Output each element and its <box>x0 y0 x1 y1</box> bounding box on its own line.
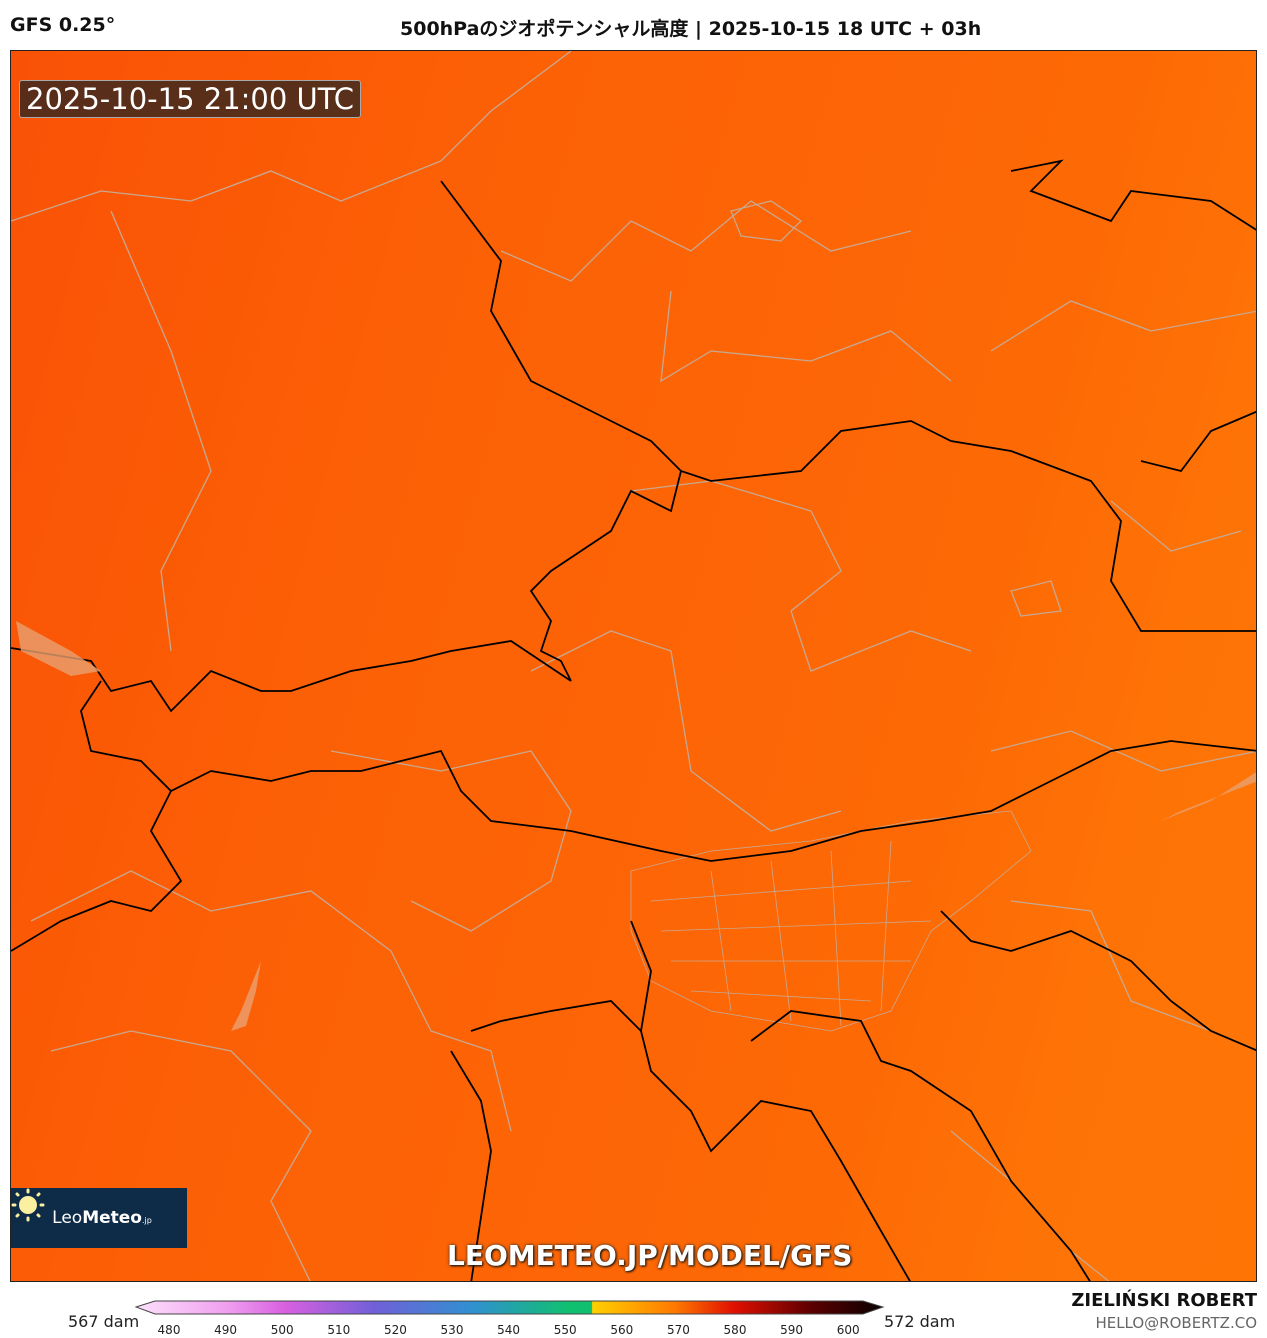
district-borders <box>630 810 1032 1032</box>
colorbar-tick-label: 490 <box>214 1323 238 1337</box>
colorbar <box>135 1300 885 1315</box>
author-credit: ZIELIŃSKI ROBERT <box>1071 1290 1257 1311</box>
colorbar-tick-label: 540 <box>497 1323 521 1337</box>
map-panel[interactable]: 2025-10-15 21:00 UTC LeoMeteo.jp LEOMETE… <box>10 50 1257 1282</box>
colorbar-tick-label: 530 <box>440 1323 464 1337</box>
border-lines <box>11 51 1256 1281</box>
colorbar-tick-label: 580 <box>723 1323 747 1337</box>
min-value-label: 567 dam <box>68 1312 140 1331</box>
leometeo-logo[interactable]: LeoMeteo.jp <box>11 1188 187 1248</box>
colorbar-tick-label: 560 <box>610 1323 634 1337</box>
logo-text-bold: Meteo <box>82 1208 142 1228</box>
logo-suffix: .jp <box>142 1216 152 1225</box>
logo-text-light: Leo <box>52 1208 83 1228</box>
chart-title: 500hPaのジオポテンシャル高度 | 2025-10-15 18 UTC + … <box>400 18 982 40</box>
colorbar-tick-label: 550 <box>553 1323 577 1337</box>
colorbar-tick-label: 600 <box>836 1323 860 1337</box>
watermark-url: LEOMETEO.JP/MODEL/GFS <box>447 1239 853 1272</box>
sun-icon <box>11 1188 45 1222</box>
regional-borders <box>11 51 1256 1281</box>
valid-time-badge: 2025-10-15 21:00 UTC <box>19 80 362 118</box>
country-borders <box>11 159 1256 1281</box>
colorbar-tick-label: 500 <box>270 1323 294 1337</box>
colorbar-tick-label: 590 <box>780 1323 804 1337</box>
colorbar-tick-label: 480 <box>157 1323 181 1337</box>
max-value-label: 572 dam <box>884 1312 956 1331</box>
colorbar-tick-label: 520 <box>383 1323 407 1337</box>
colorbar-tick-label: 510 <box>327 1323 351 1337</box>
colorbar-tick-label: 570 <box>666 1323 690 1337</box>
model-name: GFS 0.25° <box>10 14 116 36</box>
author-email[interactable]: HELLO@ROBERTZ.CO <box>1095 1314 1257 1332</box>
lakes <box>16 621 1256 1031</box>
